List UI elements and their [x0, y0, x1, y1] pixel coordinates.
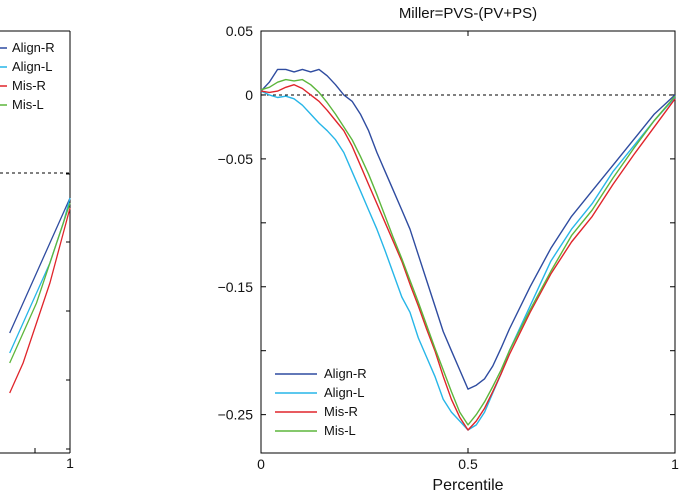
legend-label-align-l: Align-L [324, 385, 364, 400]
y-tick-label: −0.25 [218, 407, 254, 423]
series-line-align-r [260, 68, 676, 390]
left-series-line-mis-l [9, 202, 71, 364]
x-tick-label: 1 [671, 456, 679, 472]
left-series-line-mis-r [9, 207, 71, 394]
left-legend-label: Align-R [12, 40, 55, 55]
left-legend-label: Mis-L [12, 97, 44, 112]
left-x-tick-label: 1 [66, 455, 74, 471]
x-tick-label: 0.5 [458, 456, 478, 472]
x-tick-label: 0 [257, 456, 265, 472]
y-tick-label: −0.05 [218, 151, 254, 167]
y-tick-label: 0 [245, 87, 253, 103]
legend-label-mis-l: Mis-L [324, 423, 356, 438]
left-legend-label: Align-L [12, 59, 52, 74]
legend-label-mis-r: Mis-R [324, 404, 358, 419]
left-series-line-align-l [9, 197, 71, 354]
x-axis-label: Percentile [432, 477, 503, 494]
series-line-align-l [260, 90, 676, 431]
series-line-mis-r [260, 84, 676, 431]
y-tick-label: −0.15 [218, 279, 254, 295]
left-panel: 1 Align-R Align-L Mis-R Mis-L [0, 30, 74, 471]
y-tick-label: 0.05 [226, 23, 253, 39]
left-legend-label: Mis-R [12, 78, 46, 93]
series-line-mis-l [260, 78, 676, 426]
chart-title: Miller=PVS-(PV+PS) [399, 5, 537, 22]
legend-label-align-r: Align-R [324, 366, 367, 381]
right-panel: Miller=PVS-(PV+PS) 0.05 0 −0.05 −0.15 −0.25 0 0… [218, 5, 680, 494]
left-series-line-align-r [9, 197, 71, 334]
